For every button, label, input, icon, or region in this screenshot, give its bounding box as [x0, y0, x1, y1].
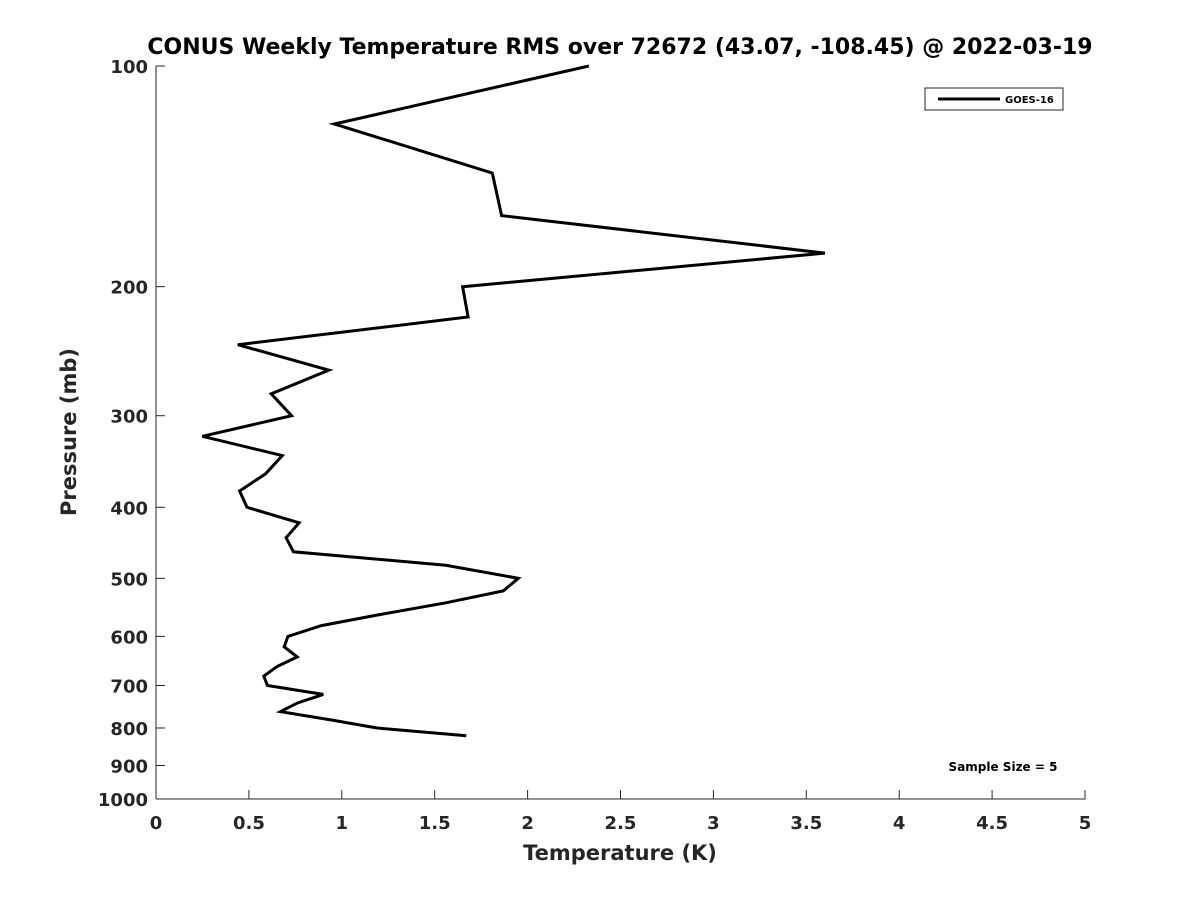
- y-tick-label: 1000: [98, 790, 148, 811]
- y-tick-label: 300: [110, 407, 148, 428]
- y-tick-label: 600: [110, 627, 148, 648]
- y-tick-label: 700: [110, 676, 148, 697]
- sample-size-annotation: Sample Size = 5: [949, 760, 1058, 774]
- x-tick-label: 2.5: [605, 813, 637, 834]
- y-tick-label: 800: [110, 719, 148, 740]
- x-tick-label: 1.5: [419, 813, 451, 834]
- x-axis-label: Temperature (K): [523, 841, 717, 865]
- y-axis-label: Pressure (mb): [57, 348, 81, 516]
- x-tick-label: 5: [1079, 813, 1092, 834]
- y-tick-label: 100: [110, 57, 148, 78]
- x-tick-label: 1: [336, 813, 349, 834]
- y-tick-label: 400: [110, 498, 148, 519]
- y-tick-label: 900: [110, 756, 148, 777]
- chart-title: CONUS Weekly Temperature RMS over 72672 …: [147, 35, 1092, 60]
- series-line-goes-16: [202, 64, 826, 738]
- series-lines: [202, 64, 826, 738]
- x-tick-label: 3.5: [790, 813, 822, 834]
- y-tick-label: 500: [110, 569, 148, 590]
- x-tick-label: 4: [893, 813, 906, 834]
- legend-label-goes-16: GOES-16: [1005, 95, 1054, 106]
- y-ticks: 100 200 300 400 500 600 700 800 900 1000: [98, 57, 165, 811]
- x-tick-label: 0: [150, 813, 163, 834]
- x-tick-label: 2: [521, 813, 534, 834]
- y-tick-label: 200: [110, 278, 148, 299]
- x-tick-label: 4.5: [976, 813, 1008, 834]
- x-tick-label: 3: [707, 813, 720, 834]
- x-ticks: 0 0.5 1 1.5 2 2.5 3 3.5 4 4.5 5: [150, 790, 1092, 834]
- legend: GOES-16: [924, 87, 1064, 111]
- x-tick-label: 0.5: [233, 813, 265, 834]
